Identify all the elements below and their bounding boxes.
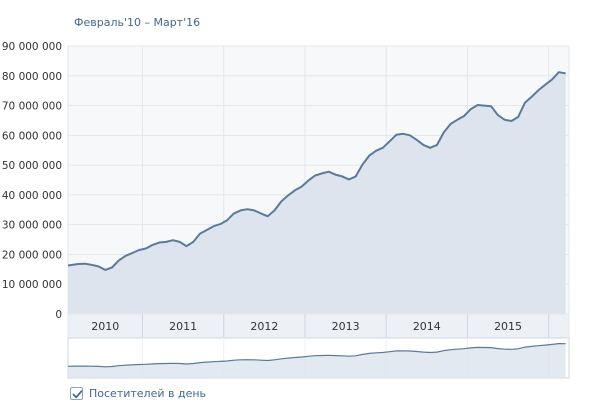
legend[interactable]: Посетителей в день: [70, 387, 206, 400]
y-axis-labels: 0 10 000 000 20 000 000 30 000 000 40 000 00…: [2, 41, 62, 321]
legend-label: Посетителей в день: [89, 387, 207, 400]
navigator-panel[interactable]: [67, 337, 570, 379]
year-label: 2010: [91, 320, 119, 333]
navigator-line: [67, 342, 566, 368]
y-tick-label: 20 000 000: [2, 249, 62, 261]
visitors-line: [67, 71, 566, 271]
year-label: 2011: [169, 320, 197, 333]
year-band-bg: [67, 313, 570, 339]
year-label: 2014: [413, 320, 441, 333]
y-tick-label: 10 000 000: [2, 279, 62, 291]
year-axis: 2010 2011 2012 2013 2014 2015: [67, 313, 570, 339]
y-tick-label: 60 000 000: [2, 130, 62, 142]
year-label: 2013: [332, 320, 360, 333]
y-tick-label: 80 000 000: [2, 71, 62, 83]
y-tick-label: 30 000 000: [2, 220, 62, 232]
visitors-area: [68, 72, 566, 314]
y-tick-label: 40 000 000: [2, 190, 62, 202]
y-tick-label: 0: [55, 309, 62, 321]
y-tick-label: 50 000 000: [2, 160, 62, 172]
visitors-checkbox[interactable]: [70, 387, 83, 400]
period-label: Февраль'10 – Март'16: [74, 16, 201, 29]
y-tick-label: 90 000 000: [2, 41, 62, 53]
y-tick-label: 70 000 000: [2, 101, 62, 113]
year-label: 2015: [494, 320, 522, 333]
year-label: 2012: [250, 320, 278, 333]
checkmark-icon: [72, 390, 83, 399]
navigator-area: [68, 343, 566, 378]
